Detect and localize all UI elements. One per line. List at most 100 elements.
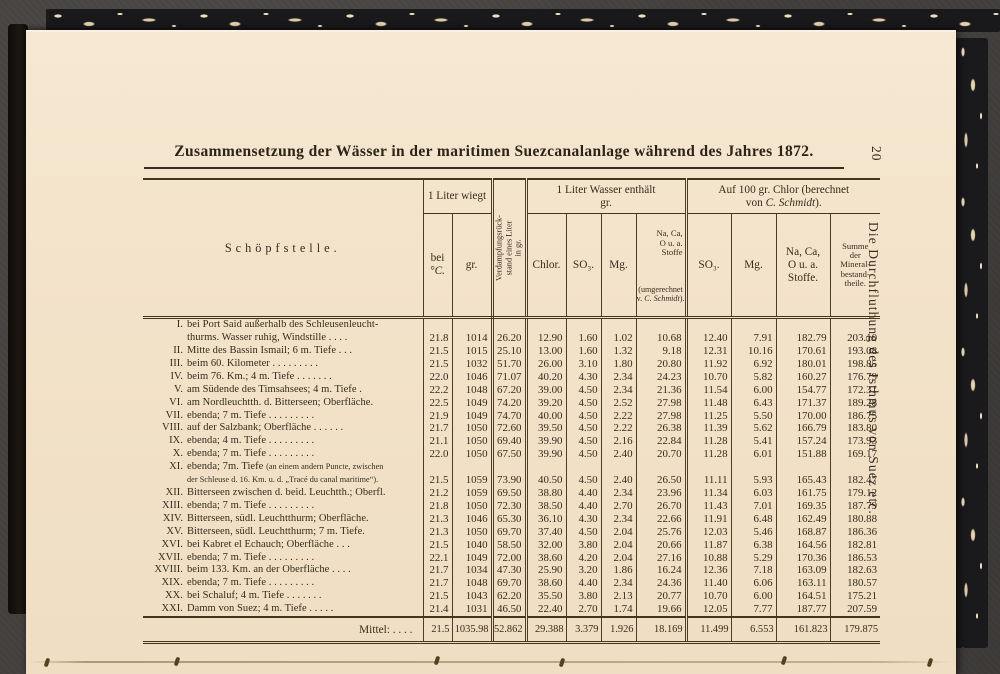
value-cell: 39.50 — [524, 422, 567, 436]
value-cell: 7.91 — [730, 317, 777, 345]
col-summe-mineralbestandtheile: Summe der Mineral- bestand- theile. — [829, 213, 881, 320]
value-cell: 21.3 — [422, 512, 452, 526]
value-cell: 21.5 — [422, 538, 452, 552]
row-location-cell: XV. Bitterseen, südl. Leuchtthurm; 7 m. T… — [143, 526, 423, 539]
value-cell: 1059 — [451, 486, 493, 500]
table-row: I. bei Port Said außerhalb des Schleusenl… — [143, 317, 881, 345]
row-location: XIV. Bitterseen, südl. Leuchtthurm; Oberf… — [143, 513, 423, 526]
value-cell: 2.04 — [600, 525, 637, 539]
value-cell: 21.36 — [635, 383, 687, 397]
mittel-value-cell: 1035.98 — [451, 616, 493, 645]
row-name: beim 60. Kilometer . . . . . . . . . — [183, 358, 423, 371]
value-cell: 189.28 — [829, 396, 881, 410]
row-name-segment: ebenda; 4 m. Tiefe . . . . . . . . . — [187, 435, 315, 447]
row-numeral: II. — [173, 345, 183, 356]
row-name-segment: ebenda; 7 m. Tiefe . . . . . . . . . — [187, 409, 315, 421]
col-na-ca-stoffe: Na, Ca, O u. a. Stoffe (umgerechnet v. C… — [635, 213, 687, 320]
row-location-cell: X. ebenda; 7 m. Tiefe . . . . . . . . . — [143, 448, 423, 461]
value-cell: 2.22 — [600, 409, 637, 423]
mittel-value-cell: 1.926 — [600, 616, 637, 645]
value-cell: 5.50 — [730, 409, 777, 423]
value-cell: 207.59 — [829, 603, 881, 618]
value-cell: 1059 — [451, 461, 493, 487]
value-cell: 21.8 — [422, 499, 452, 513]
row-location-cell: XIX. ebenda; 7 m. Tiefe . . . . . . . . . — [143, 577, 423, 590]
mittel-value-cell: 161.823 — [775, 616, 831, 645]
value-cell: 11.54 — [684, 383, 732, 397]
value-cell: 72.30 — [490, 499, 527, 513]
value-cell: 4.50 — [565, 448, 602, 462]
table-row: III. beim 60. Kilometer . . . . . . . . .… — [143, 357, 881, 371]
book-spine-edge — [8, 24, 28, 614]
table-row: IV. beim 76. Km.; 4 m. Tiefe . . . . . . … — [143, 370, 881, 384]
table-row: XI. ebenda; 7m. Tiefe (an einem andern Pu… — [143, 461, 881, 487]
value-cell: 171.37 — [775, 396, 831, 410]
value-cell: 62.20 — [490, 590, 527, 604]
row-numeral: XV. — [166, 525, 183, 537]
value-cell: 1032 — [451, 357, 493, 371]
table-header: Schöpfstelle. 1 Liter wiegt Verdampfungs… — [143, 178, 881, 320]
value-cell: 7.18 — [730, 564, 777, 578]
row-numeral: VI. — [169, 396, 183, 408]
value-cell: 193.08 — [829, 345, 881, 358]
value-cell: 26.38 — [635, 422, 687, 436]
col-gr: gr. — [451, 213, 493, 320]
value-cell: 74.20 — [490, 396, 527, 410]
table-row: IX. ebenda; 4 m. Tiefe . . . . . . . . . 2… — [143, 435, 881, 449]
value-cell: 22.1 — [422, 551, 452, 565]
table-row: XVI. bei Kabret el Echauch; Oberfläche . … — [143, 538, 881, 552]
value-cell: 22.0 — [422, 370, 452, 384]
value-cell: 21.5 — [422, 345, 452, 358]
row-location-cell: XVI. bei Kabret el Echauch; Oberfläche . … — [143, 539, 423, 552]
value-cell: 2.52 — [600, 396, 637, 410]
value-cell: 67.50 — [490, 448, 527, 462]
value-cell: 1040 — [451, 538, 493, 552]
value-cell: 35.50 — [524, 590, 567, 604]
row-location-cell: XII. Bitterseen zwischen d. beid. Leuchtt… — [143, 487, 423, 500]
value-cell: 4.50 — [565, 422, 602, 436]
mittel-value-cell: 52.862 — [490, 616, 527, 645]
value-cell: 74.70 — [490, 409, 527, 423]
value-cell: 151.88 — [775, 448, 831, 462]
value-cell: 1050 — [451, 422, 493, 436]
value-cell: 2.04 — [600, 551, 637, 565]
row-location: XV. Bitterseen, südl. Leuchtthurm; 7 m. T… — [143, 526, 423, 539]
value-cell: 11.11 — [684, 461, 732, 487]
row-location: XX. bei Schaluf; 4 m. Tiefe . . . . . . . — [143, 590, 423, 603]
row-location: XII. Bitterseen zwischen d. beid. Leuchtt… — [143, 487, 423, 500]
value-cell: 2.70 — [600, 499, 637, 513]
value-cell: 2.34 — [600, 383, 637, 397]
value-cell: 5.93 — [730, 461, 777, 487]
row-name-segment: am Nordleuchtth. d. Bitterseen; Oberfläc… — [187, 396, 374, 408]
value-cell: 182.79 — [775, 317, 831, 345]
row-numeral: XXI. — [161, 603, 183, 615]
row-name: ebenda; 4 m. Tiefe . . . . . . . . . — [183, 435, 423, 448]
value-cell: 20.80 — [635, 357, 687, 371]
value-cell: 170.00 — [775, 409, 831, 423]
row-name: bei Schaluf; 4 m. Tiefe . . . . . . . — [183, 590, 423, 603]
col-so3-per100: SO₃. — [684, 213, 732, 320]
row-numeral: XI. — [169, 461, 183, 473]
value-cell: 51.70 — [490, 357, 527, 371]
value-cell: 1048 — [451, 577, 493, 591]
value-cell: 175.21 — [829, 590, 881, 604]
row-location: XVI. bei Kabret el Echauch; Oberfläche . … — [143, 539, 423, 552]
value-cell: 4.40 — [565, 499, 602, 513]
value-cell: 12.40 — [684, 317, 732, 345]
value-cell: 11.48 — [684, 396, 732, 410]
row-name-segment: ebenda; 7m. Tiefe — [187, 461, 267, 473]
table-row: X. ebenda; 7 m. Tiefe . . . . . . . . . 22… — [143, 448, 881, 462]
row-name: Bitterseen, südl. Leuchtthurm; Oberfläch… — [183, 513, 423, 526]
value-cell: 1014 — [451, 317, 493, 345]
value-cell: 5.62 — [730, 422, 777, 436]
mittel-value-cell: 11.499 — [684, 616, 732, 645]
row-numeral: III. — [169, 357, 183, 369]
row-location-cell: XIII. ebenda; 7 m. Tiefe . . . . . . . . … — [143, 500, 423, 513]
row-location-cell: XVIII. beim 133. Km. an der Oberfläche . … — [143, 564, 423, 577]
row-numeral: I. — [176, 319, 183, 331]
col-schoepfstelle: Schöpfstelle. — [143, 178, 423, 320]
row-numeral: XIV. — [162, 512, 183, 524]
mittel-value-cell: 3.379 — [565, 616, 602, 645]
row-location: V. am Südende des Timsahsees; 4 m. Tiefe … — [143, 384, 423, 397]
row-name-segment: ebenda; 7 m. Tiefe . . . . . . . . . — [187, 448, 315, 460]
